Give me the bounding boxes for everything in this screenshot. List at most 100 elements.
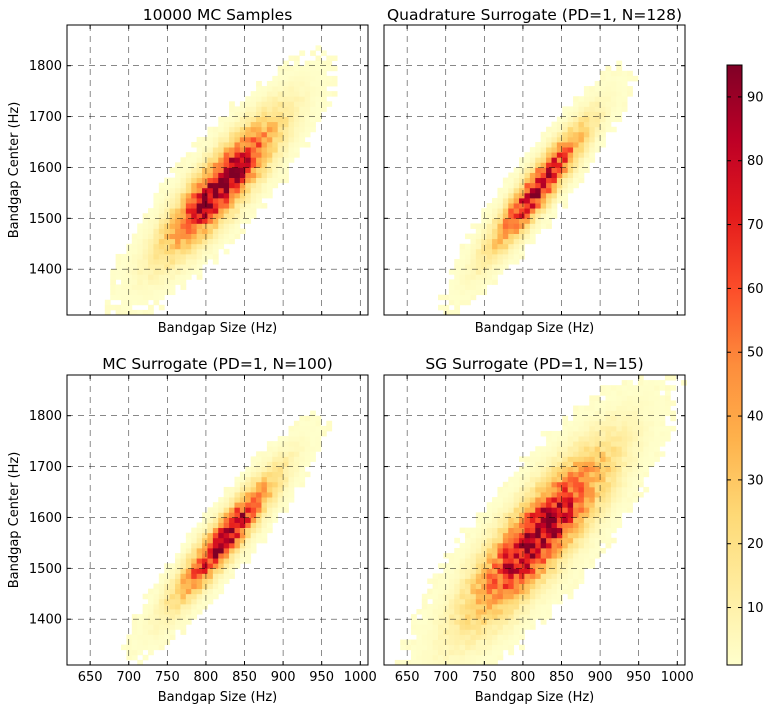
heatmap-cell <box>218 547 225 554</box>
heatmap-cell <box>272 121 279 128</box>
heatmap-cell <box>578 537 585 544</box>
heatmap-cell <box>502 537 509 544</box>
heatmap-cell <box>632 446 639 452</box>
heatmap-cell <box>229 492 235 498</box>
heatmap-cell <box>223 527 230 534</box>
heatmap-cell <box>454 304 461 311</box>
heatmap-cell <box>632 390 639 396</box>
heatmap-cell <box>508 532 515 539</box>
heatmap-cell <box>448 269 455 275</box>
heatmap-cell <box>562 456 569 462</box>
heatmap-cell <box>283 451 289 457</box>
heatmap-cell <box>519 542 525 549</box>
heatmap-cell <box>600 441 606 447</box>
heatmap-cell <box>454 598 461 605</box>
heatmap-cell <box>137 274 144 280</box>
heatmap-cell <box>459 274 466 280</box>
heatmap-cell <box>486 279 493 285</box>
heatmap-cell <box>283 75 289 82</box>
heatmap-cell <box>202 563 208 569</box>
heatmap-cell <box>492 279 498 285</box>
heatmap-cell <box>261 456 268 462</box>
heatmap-cell <box>578 106 585 112</box>
heatmap-cell <box>524 497 531 503</box>
heatmap-cell <box>191 558 198 564</box>
heatmap-cell <box>486 649 493 656</box>
heatmap-cell <box>218 116 225 123</box>
heatmap-cell <box>513 167 520 173</box>
heatmap-cell <box>535 203 542 209</box>
heatmap-cell <box>578 96 585 102</box>
heatmap-cell <box>169 248 176 255</box>
heatmap-cell <box>502 522 509 529</box>
heatmap-cell <box>207 177 214 184</box>
heatmap-cell <box>115 259 122 265</box>
heatmap-cell <box>229 532 235 539</box>
heatmap-cell <box>583 131 590 138</box>
heatmap-cell <box>524 588 531 595</box>
heatmap-cell <box>266 101 273 107</box>
heatmap-cell <box>610 512 617 518</box>
heatmap-cell <box>202 248 208 255</box>
heatmap-cell <box>250 517 257 523</box>
heatmap-cell <box>529 147 536 153</box>
heatmap-cell <box>648 420 655 427</box>
heatmap-cell <box>153 192 160 199</box>
heatmap-cell <box>648 456 655 462</box>
heatmap-cell <box>180 274 187 280</box>
heatmap-cell <box>497 583 504 590</box>
heatmap-cell <box>497 547 504 554</box>
heatmap-cell <box>475 603 482 610</box>
heatmap-cell <box>256 203 262 209</box>
heatmap-cell <box>180 248 187 255</box>
heatmap-cell <box>648 430 655 437</box>
heatmap-cell <box>589 415 596 422</box>
heatmap-cell <box>283 80 289 87</box>
heatmap-cell <box>250 527 257 534</box>
axis-ticks <box>384 25 685 315</box>
heatmap-cell <box>583 167 590 173</box>
heatmap-cell <box>277 502 284 508</box>
heatmap-cell <box>594 400 601 406</box>
heatmap-cell <box>556 192 563 199</box>
heatmap-cell <box>508 649 515 656</box>
heatmap-cell <box>293 461 300 467</box>
heatmap-cell <box>266 106 273 112</box>
heatmap-cell <box>299 430 306 437</box>
heatmap-cell <box>283 91 289 97</box>
heatmap-cell <box>551 446 558 452</box>
heatmap-cell <box>256 527 262 534</box>
heatmap-cell <box>481 228 488 234</box>
heatmap-cell <box>283 446 289 452</box>
heatmap-cell <box>546 542 552 549</box>
heatmap-cell <box>293 420 300 427</box>
heatmap-cell <box>567 578 574 584</box>
heatmap-cell <box>218 223 225 229</box>
heatmap-cell <box>137 294 144 301</box>
heatmap-cell <box>654 430 660 437</box>
heatmap-cell <box>556 542 563 549</box>
heatmap-cell <box>610 451 617 457</box>
heatmap-cell <box>196 167 203 173</box>
heatmap-cell <box>589 86 596 92</box>
heatmap-cell <box>632 415 639 422</box>
heatmap-cell <box>250 522 257 529</box>
heatmap-cell <box>169 274 176 280</box>
plot-frame <box>383 374 686 666</box>
heatmap-cell <box>310 126 316 133</box>
heatmap-cell <box>454 609 461 615</box>
heatmap-cell <box>600 507 606 513</box>
heatmap-cell <box>427 644 434 651</box>
heatmap-cell <box>223 233 230 240</box>
heatmap-cell <box>589 547 596 554</box>
heatmap-cell <box>551 126 558 133</box>
heatmap-cell <box>115 264 122 270</box>
heatmap-cell <box>578 101 585 107</box>
heatmap-cell <box>454 619 461 625</box>
heatmap-cell <box>202 152 208 158</box>
heatmap-cell <box>508 558 515 564</box>
heatmap-cell <box>126 639 133 646</box>
heatmap-cell <box>288 486 295 493</box>
heatmap-cell <box>502 507 509 513</box>
